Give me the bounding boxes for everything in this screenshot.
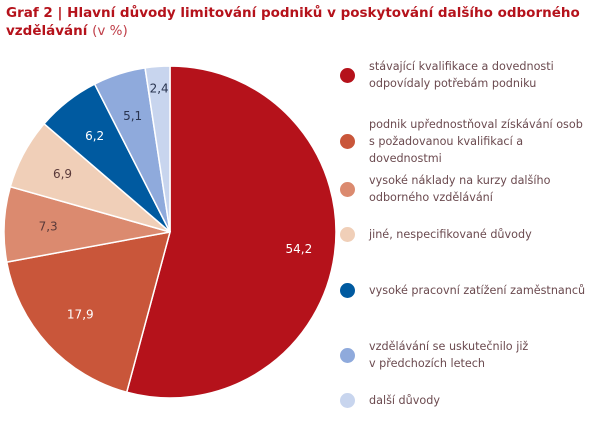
legend-swatch (340, 181, 355, 197)
slice-value-label-6: 5,1 (123, 109, 142, 123)
slice-value-label-3: 7,3 (39, 219, 58, 233)
chart-title-unit: (v %) (92, 23, 128, 39)
pie-slice-7 (144, 65, 171, 233)
legend-swatch (340, 67, 355, 83)
legend-swatch (340, 283, 355, 298)
chart-title-main: Graf 2 | Hlavní důvody limitování podnik… (6, 5, 580, 39)
legend-label: další důvody (369, 394, 440, 407)
chart-title: Graf 2 | Hlavní důvody limitování podnik… (6, 4, 594, 40)
legend-item-6: vzdělávání se uskutečnilo již v předchoz… (340, 338, 598, 372)
legend-item-2: podnik upřednostňoval získávání osob s p… (340, 116, 598, 167)
legend-item-5: vysoké pracovní zatížení zaměstnanců (340, 282, 598, 299)
legend-item-1: stávající kvalifikace a dovednosti odpov… (340, 58, 598, 92)
legend-label: podnik upřednostňoval získávání osob s p… (369, 118, 583, 165)
legend-item-7: další důvody (340, 392, 598, 409)
legend-swatch (340, 227, 355, 242)
legend-item-3: vysoké náklady na kurzy dalšího odbornéh… (340, 172, 598, 206)
legend-swatch (340, 134, 355, 149)
legend-label: stávající kvalifikace a dovednosti odpov… (369, 60, 554, 90)
legend-swatch (340, 393, 355, 408)
slice-value-label-5: 6,2 (85, 129, 104, 143)
legend-label: vzdělávání se uskutečnilo již v předchoz… (369, 340, 529, 370)
pie-chart: 54,2 17,9 7,3 6,9 6,2 5,1 2,4 (3, 65, 337, 399)
legend-label: jiné, nespecifikované důvody (369, 228, 532, 241)
slice-value-label-1: 54,2 (286, 242, 313, 256)
pie-slice-1 (125, 65, 337, 399)
legend-label: vysoké pracovní zatížení zaměstnanců (369, 284, 586, 297)
legend-label: vysoké náklady na kurzy dalšího odbornéh… (369, 174, 551, 204)
slice-value-label-4: 6,9 (53, 167, 72, 181)
legend-swatch (340, 347, 355, 363)
slice-value-label-2: 17,9 (67, 308, 94, 322)
pie-slice-2 (5, 231, 172, 394)
legend-item-4: jiné, nespecifikované důvody (340, 226, 598, 243)
slice-value-label-7: 2,4 (150, 81, 169, 95)
